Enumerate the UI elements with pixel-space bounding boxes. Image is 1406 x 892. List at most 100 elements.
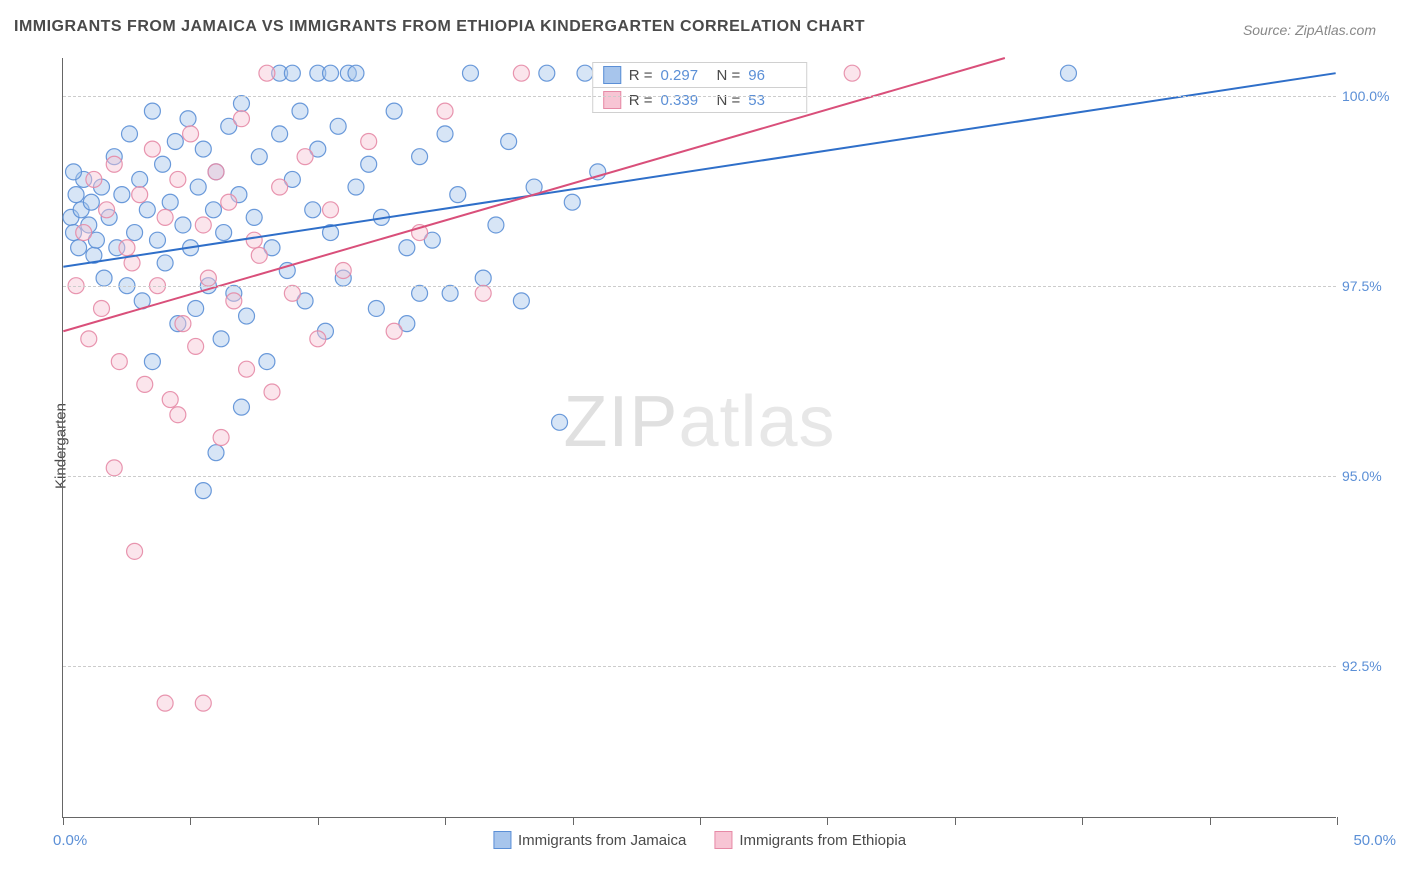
scatter-point — [323, 202, 339, 218]
legend-item: Immigrants from Ethiopia — [714, 831, 906, 849]
scatter-point — [170, 407, 186, 423]
scatter-point — [284, 65, 300, 81]
scatter-point — [297, 149, 313, 165]
scatter-point — [127, 225, 143, 241]
scatter-point — [114, 187, 130, 203]
scatter-point — [139, 202, 155, 218]
scatter-point — [144, 141, 160, 157]
stat-n-value: 53 — [748, 92, 796, 109]
scatter-point — [450, 187, 466, 203]
correlation-legend-row: R =0.339N =53 — [592, 88, 808, 113]
correlation-legend-row: R =0.297N =96 — [592, 62, 808, 88]
gridline-h — [63, 96, 1336, 97]
scatter-point — [348, 65, 364, 81]
scatter-point — [361, 156, 377, 172]
scatter-point — [195, 695, 211, 711]
x-axis-min-label: 0.0% — [53, 832, 87, 849]
stat-r-label: R = — [629, 92, 653, 109]
scatter-svg — [63, 58, 1336, 817]
scatter-point — [195, 217, 211, 233]
scatter-point — [284, 285, 300, 301]
scatter-point — [412, 149, 428, 165]
y-tick-label: 95.0% — [1342, 468, 1398, 484]
scatter-point — [195, 483, 211, 499]
x-tick — [63, 817, 64, 825]
scatter-point — [213, 430, 229, 446]
scatter-point — [246, 232, 262, 248]
scatter-point — [475, 285, 491, 301]
scatter-point — [213, 331, 229, 347]
scatter-point — [122, 126, 138, 142]
scatter-point — [239, 308, 255, 324]
correlation-legend: R =0.297N =96R =0.339N =53 — [592, 62, 808, 113]
scatter-point — [564, 194, 580, 210]
scatter-point — [127, 543, 143, 559]
scatter-point — [539, 65, 555, 81]
y-tick-label: 97.5% — [1342, 278, 1398, 294]
scatter-point — [106, 156, 122, 172]
plot-area: ZIPatlas R =0.297N =96R =0.339N =53 0.0%… — [62, 58, 1336, 818]
stat-n-label: N = — [717, 67, 741, 84]
scatter-point — [119, 240, 135, 256]
gridline-h — [63, 476, 1336, 477]
scatter-point — [94, 300, 110, 316]
scatter-point — [330, 118, 346, 134]
scatter-point — [162, 194, 178, 210]
series-legend: Immigrants from Jamaica Immigrants from E… — [493, 831, 906, 849]
scatter-point — [442, 285, 458, 301]
stat-r-label: R = — [629, 67, 653, 84]
scatter-point — [137, 376, 153, 392]
scatter-point — [162, 392, 178, 408]
legend-swatch — [603, 91, 621, 109]
scatter-point — [111, 354, 127, 370]
legend-label: Immigrants from Ethiopia — [739, 832, 906, 849]
scatter-point — [305, 202, 321, 218]
scatter-point — [226, 293, 242, 309]
x-tick — [190, 817, 191, 825]
scatter-point — [200, 270, 216, 286]
legend-swatch — [603, 66, 621, 84]
scatter-point — [188, 300, 204, 316]
gridline-h — [63, 286, 1336, 287]
source-attribution: Source: ZipAtlas.com — [1243, 22, 1376, 38]
scatter-point — [76, 225, 92, 241]
gridline-h — [63, 666, 1336, 667]
scatter-point — [83, 194, 99, 210]
scatter-point — [488, 217, 504, 233]
scatter-point — [66, 164, 82, 180]
scatter-point — [195, 141, 211, 157]
stat-n-value: 96 — [748, 67, 796, 84]
x-tick — [955, 817, 956, 825]
scatter-point — [86, 171, 102, 187]
scatter-point — [216, 225, 232, 241]
scatter-point — [386, 323, 402, 339]
scatter-point — [190, 179, 206, 195]
legend-swatch — [493, 831, 511, 849]
scatter-point — [368, 300, 384, 316]
scatter-point — [175, 217, 191, 233]
scatter-point — [144, 103, 160, 119]
scatter-point — [157, 209, 173, 225]
scatter-point — [310, 331, 326, 347]
scatter-point — [513, 65, 529, 81]
stat-r-value: 0.339 — [661, 92, 709, 109]
scatter-point — [221, 194, 237, 210]
scatter-point — [348, 179, 364, 195]
scatter-point — [183, 126, 199, 142]
scatter-point — [205, 202, 221, 218]
scatter-point — [437, 103, 453, 119]
scatter-point — [180, 111, 196, 127]
x-tick — [573, 817, 574, 825]
x-axis-max-label: 50.0% — [1353, 832, 1396, 849]
scatter-point — [1060, 65, 1076, 81]
legend-label: Immigrants from Jamaica — [518, 832, 686, 849]
scatter-point — [144, 354, 160, 370]
scatter-point — [386, 103, 402, 119]
scatter-point — [513, 293, 529, 309]
scatter-point — [170, 171, 186, 187]
chart-title: IMMIGRANTS FROM JAMAICA VS IMMIGRANTS FR… — [14, 18, 865, 36]
scatter-point — [233, 399, 249, 415]
scatter-point — [399, 240, 415, 256]
scatter-point — [251, 149, 267, 165]
legend-swatch — [714, 831, 732, 849]
